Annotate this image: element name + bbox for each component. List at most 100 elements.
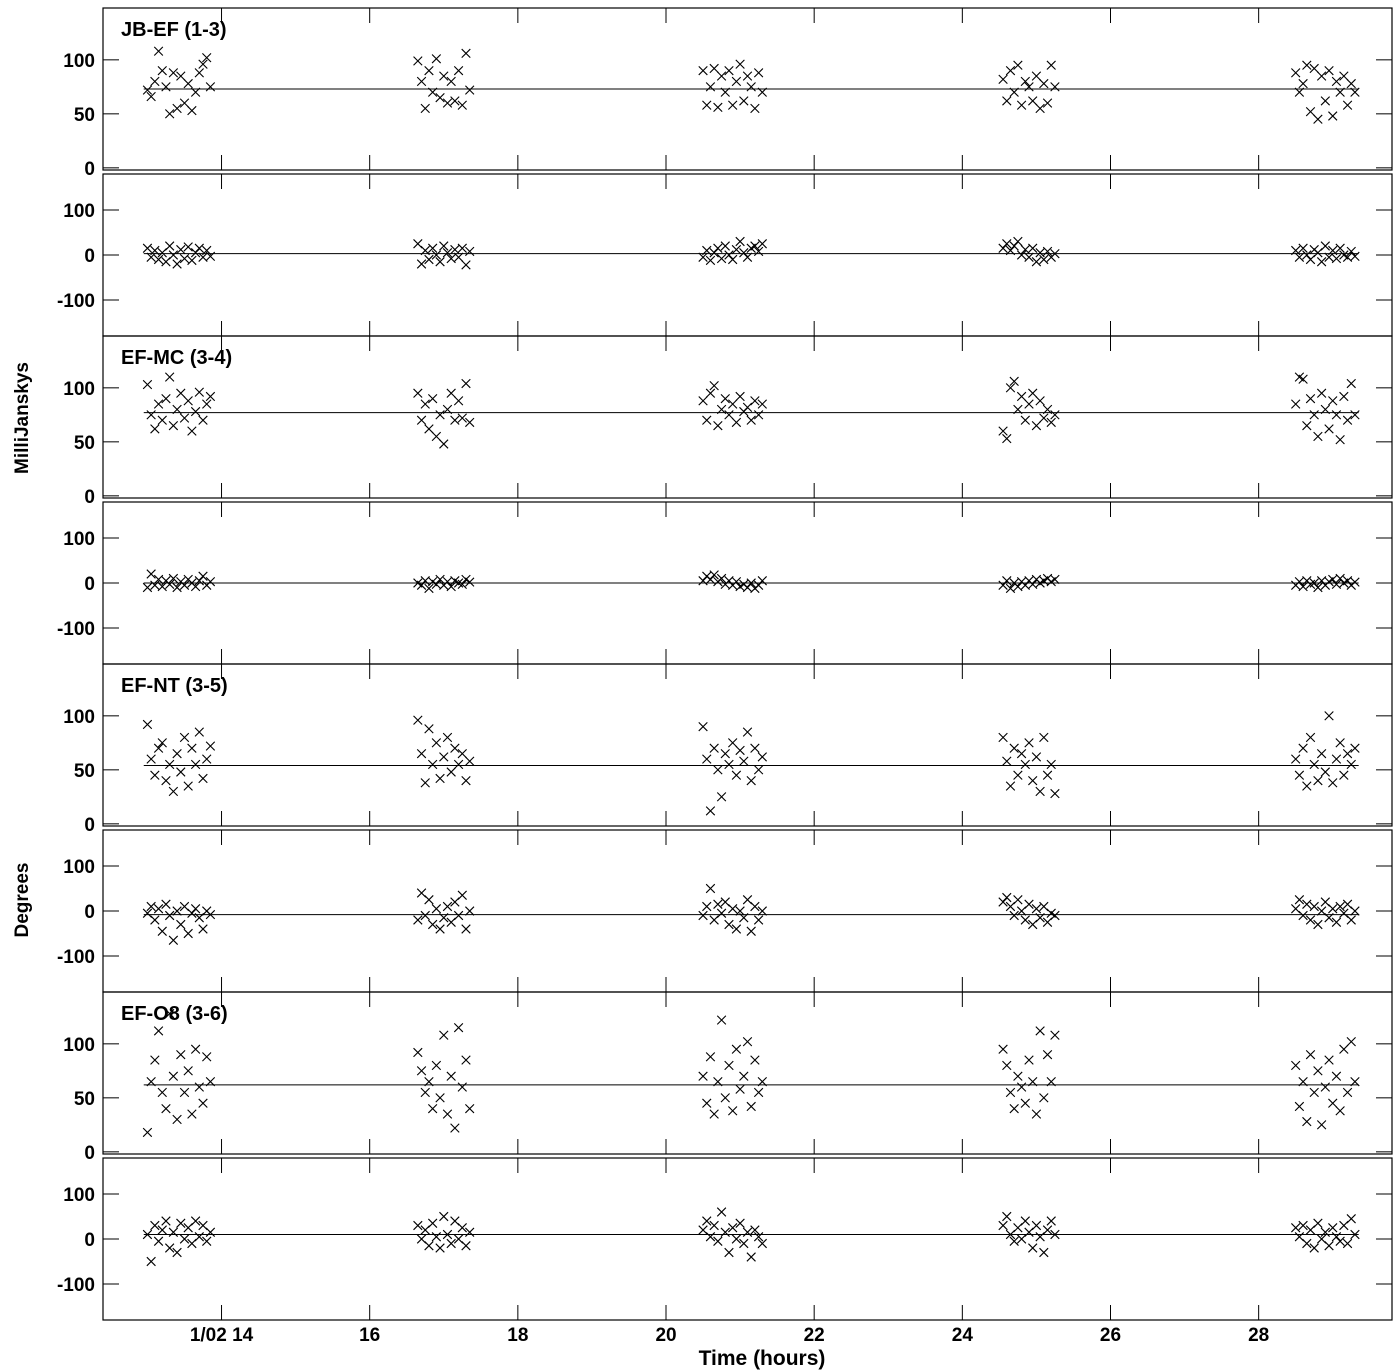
amplitude-point xyxy=(424,724,434,734)
phase-point xyxy=(1013,236,1023,247)
amplitude-point xyxy=(753,410,764,420)
phase-point xyxy=(753,1232,764,1242)
amplitude-point xyxy=(720,87,730,97)
phase-point xyxy=(202,245,212,256)
phase-point xyxy=(753,246,764,257)
phase-point xyxy=(720,1227,730,1237)
amplitude-point xyxy=(724,759,734,770)
amplitude-point xyxy=(702,754,712,764)
y-tick-label: 100 xyxy=(63,529,95,550)
phase-point xyxy=(1042,246,1053,257)
phase-point xyxy=(735,906,745,916)
y-tick-label: 100 xyxy=(63,707,95,728)
phase-point xyxy=(153,574,164,585)
phase-point xyxy=(1316,257,1327,267)
amplitude-point xyxy=(465,756,475,766)
y-tick-label: 100 xyxy=(63,1185,95,1206)
amplitude-point xyxy=(709,743,719,753)
amplitude-point xyxy=(161,775,171,786)
amplitude-point xyxy=(1016,748,1027,759)
amplitude-point xyxy=(457,100,467,110)
phase-point xyxy=(1309,1243,1319,1253)
amplitude-point xyxy=(164,372,175,382)
phase-point xyxy=(198,924,208,934)
phase-point xyxy=(424,1241,434,1251)
phase-point xyxy=(1042,1225,1053,1235)
amplitude-point xyxy=(757,1076,768,1087)
amplitude-point xyxy=(168,1071,179,1081)
phase-point xyxy=(435,574,445,585)
amplitude-point xyxy=(1050,1030,1060,1040)
amplitude-point xyxy=(735,1084,745,1094)
amplitude-point xyxy=(194,727,204,737)
amplitude-point xyxy=(1342,748,1353,759)
phase-point xyxy=(205,576,216,587)
phase-point xyxy=(164,241,175,251)
phase-point xyxy=(724,1247,734,1258)
y-axis-label-phase: Degrees xyxy=(12,863,33,938)
phase-point xyxy=(424,895,434,905)
amplitude-point xyxy=(1316,388,1327,398)
amplitude-point xyxy=(179,413,190,423)
amplitude-point xyxy=(1046,417,1056,428)
phase-point xyxy=(431,250,442,260)
phase-point xyxy=(161,1216,171,1226)
amplitude-point xyxy=(731,76,742,87)
amplitude-point xyxy=(1335,434,1345,445)
amplitude-point xyxy=(420,103,430,114)
amplitude-point xyxy=(702,1098,712,1108)
phase-point xyxy=(757,576,768,586)
phase-point xyxy=(190,248,201,258)
phase-point xyxy=(183,928,193,939)
phase-point xyxy=(176,1218,186,1228)
phase-point xyxy=(1346,246,1356,257)
amplitude-point xyxy=(146,1076,156,1087)
amplitude-point xyxy=(450,1123,460,1133)
amplitude-point xyxy=(1024,82,1034,92)
amplitude-point xyxy=(1050,788,1060,799)
amplitude-point xyxy=(1016,391,1027,402)
y-tick-label: 100 xyxy=(63,51,95,72)
amplitude-point xyxy=(753,68,764,78)
phase-point xyxy=(1335,901,1345,912)
amplitude-point xyxy=(1313,1066,1323,1076)
phase-point xyxy=(142,243,153,253)
amplitude-point xyxy=(142,85,153,95)
amplitude-point xyxy=(153,1026,164,1036)
amplitude-point xyxy=(172,404,182,415)
amplitude-point xyxy=(1050,410,1060,420)
phase-point xyxy=(1031,1220,1042,1231)
phase-point xyxy=(1335,243,1345,253)
phase-point xyxy=(431,1232,442,1242)
phase-point xyxy=(1309,901,1319,912)
phase-point xyxy=(702,901,712,912)
phase-point xyxy=(168,250,179,260)
amplitude-point xyxy=(453,1022,464,1033)
phase-point xyxy=(1335,1236,1345,1246)
phase-point xyxy=(164,1243,175,1253)
amplitude-point xyxy=(1020,415,1030,425)
phase-point xyxy=(146,569,156,579)
amplitude-point xyxy=(453,759,464,770)
phase-point xyxy=(439,241,449,251)
phase-point xyxy=(1298,581,1308,592)
amplitude-point xyxy=(1298,1076,1308,1087)
phase-point xyxy=(1324,913,1334,923)
amplitude-point xyxy=(1305,1049,1316,1060)
phase-point xyxy=(1016,250,1027,260)
amplitude-point xyxy=(1016,1082,1027,1092)
y-tick-label: 0 xyxy=(84,159,95,180)
phase-point xyxy=(1009,241,1019,251)
phase-point xyxy=(739,1238,749,1249)
amplitude-point xyxy=(1035,786,1045,797)
phase-point xyxy=(183,242,193,252)
phase-point xyxy=(716,908,727,918)
amplitude-point xyxy=(431,738,442,748)
amplitude-point xyxy=(746,1101,756,1112)
amplitude-point xyxy=(413,715,423,725)
phase-point xyxy=(1302,250,1312,260)
phase-point xyxy=(1291,1223,1301,1233)
phase-point xyxy=(1328,1223,1338,1233)
amplitude-point xyxy=(439,439,449,449)
amplitude-point xyxy=(202,399,212,409)
